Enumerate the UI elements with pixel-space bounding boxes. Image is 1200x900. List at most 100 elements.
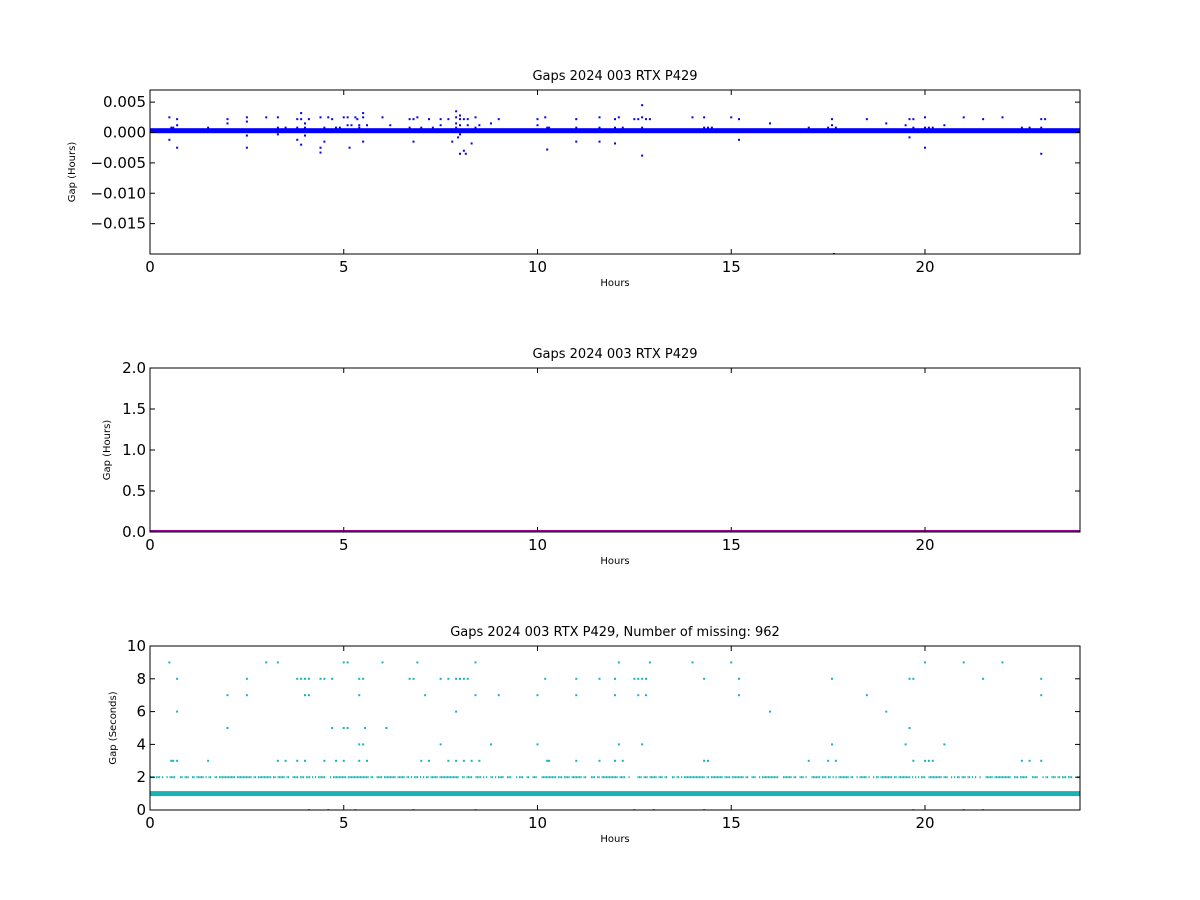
chart2-point	[462, 776, 464, 779]
chart0-point	[276, 126, 279, 129]
chart2-point	[339, 776, 341, 779]
chart2-point	[284, 759, 287, 762]
chart0-axes-frame	[149, 89, 1081, 255]
chart2-point	[372, 776, 374, 779]
chart2-point	[439, 776, 441, 779]
chart2-point	[575, 677, 578, 680]
chart2-point	[324, 776, 326, 779]
chart2-point	[967, 776, 969, 779]
chart2-point	[637, 677, 640, 680]
chart2-point	[223, 776, 225, 779]
chart0-xtick-label: 10	[528, 258, 547, 276]
chart2-point	[536, 743, 539, 746]
chart0-point	[648, 118, 651, 121]
chart2-point	[795, 776, 797, 779]
chart0-point	[490, 122, 492, 125]
chart2-point	[979, 776, 981, 779]
chart0-point	[1028, 126, 1031, 129]
chart2-point	[186, 776, 188, 779]
chart2-point	[474, 694, 477, 697]
chart2-point	[424, 694, 427, 697]
chart2-xtick-label: 5	[339, 814, 349, 832]
chart2-point	[352, 776, 354, 779]
chart2-point	[343, 776, 345, 779]
chart0-point	[831, 124, 833, 127]
chart2-point	[777, 776, 779, 779]
chart2-point	[912, 677, 915, 680]
chart2-point	[573, 776, 575, 779]
chart2-point	[763, 776, 765, 779]
chart2-point	[903, 776, 905, 779]
chart2-point	[912, 776, 914, 779]
chart2-point	[501, 776, 503, 779]
chart1-xtick-label: 15	[722, 536, 741, 554]
chart0-point	[319, 116, 322, 119]
chart1-ylabel: Gap (Hours)	[102, 420, 113, 481]
chart2-point	[400, 776, 402, 779]
chart2-ytick-label: 4	[136, 735, 146, 753]
chart2-point	[552, 776, 554, 779]
chart2-point	[561, 776, 563, 779]
chart2-point	[607, 776, 609, 779]
chart2-point	[799, 776, 801, 779]
chart0-point	[962, 129, 965, 132]
chart2-point	[216, 776, 218, 779]
chart0-point	[641, 104, 644, 107]
chart2-point	[159, 776, 161, 779]
chart2-point	[921, 776, 923, 779]
chart2-point	[519, 776, 521, 779]
chart0-point	[439, 118, 442, 121]
chart2-point	[819, 776, 821, 779]
chart2-point	[901, 776, 903, 779]
chart1-band-line	[150, 530, 1080, 532]
chart2-point	[703, 677, 706, 680]
chart0-point	[497, 118, 500, 121]
chart2-point	[231, 776, 233, 779]
chart0-point	[331, 118, 334, 121]
chart0-point	[358, 129, 361, 132]
chart2-point	[420, 759, 423, 762]
chart2-point	[442, 776, 444, 779]
chart2-point	[358, 776, 360, 779]
chart2-point	[814, 776, 816, 779]
chart2-point	[1003, 776, 1005, 779]
chart2-point	[270, 776, 272, 779]
chart2-point	[363, 776, 365, 779]
chart2-point	[358, 759, 361, 762]
chart2-point	[906, 776, 908, 779]
chart2-point	[904, 776, 906, 779]
chart2-point	[619, 776, 621, 779]
chart2-point	[775, 776, 777, 779]
chart0-point	[284, 126, 287, 129]
chart0-point	[466, 118, 469, 121]
chart2-point	[321, 776, 323, 779]
chart2-point	[982, 677, 985, 680]
chart2-point	[864, 776, 866, 779]
chart2-point	[358, 743, 361, 746]
chart2-point	[322, 776, 324, 779]
chart0-point	[927, 126, 930, 129]
chart2-point	[516, 776, 518, 779]
chart0-point	[924, 146, 926, 149]
chart2-point	[787, 776, 789, 779]
chart2-point	[480, 776, 482, 779]
chart2-point	[681, 776, 683, 779]
chart2-point	[700, 776, 702, 779]
chart2-point	[774, 776, 776, 779]
chart2-point	[457, 776, 459, 779]
chart2-point	[475, 776, 477, 779]
chart2-point	[447, 677, 450, 680]
chart2-point	[520, 776, 522, 779]
chart2-point	[244, 776, 246, 779]
chart0-point	[462, 149, 465, 152]
chart0-point	[641, 116, 644, 119]
chart2-point	[963, 776, 965, 779]
chart2-point	[888, 776, 890, 779]
chart2-point	[342, 759, 345, 762]
chart2-point	[991, 776, 993, 779]
chart2-point	[454, 776, 456, 779]
chart2-point	[364, 727, 367, 729]
chart2-point	[706, 776, 708, 779]
chart2-point	[827, 759, 830, 762]
